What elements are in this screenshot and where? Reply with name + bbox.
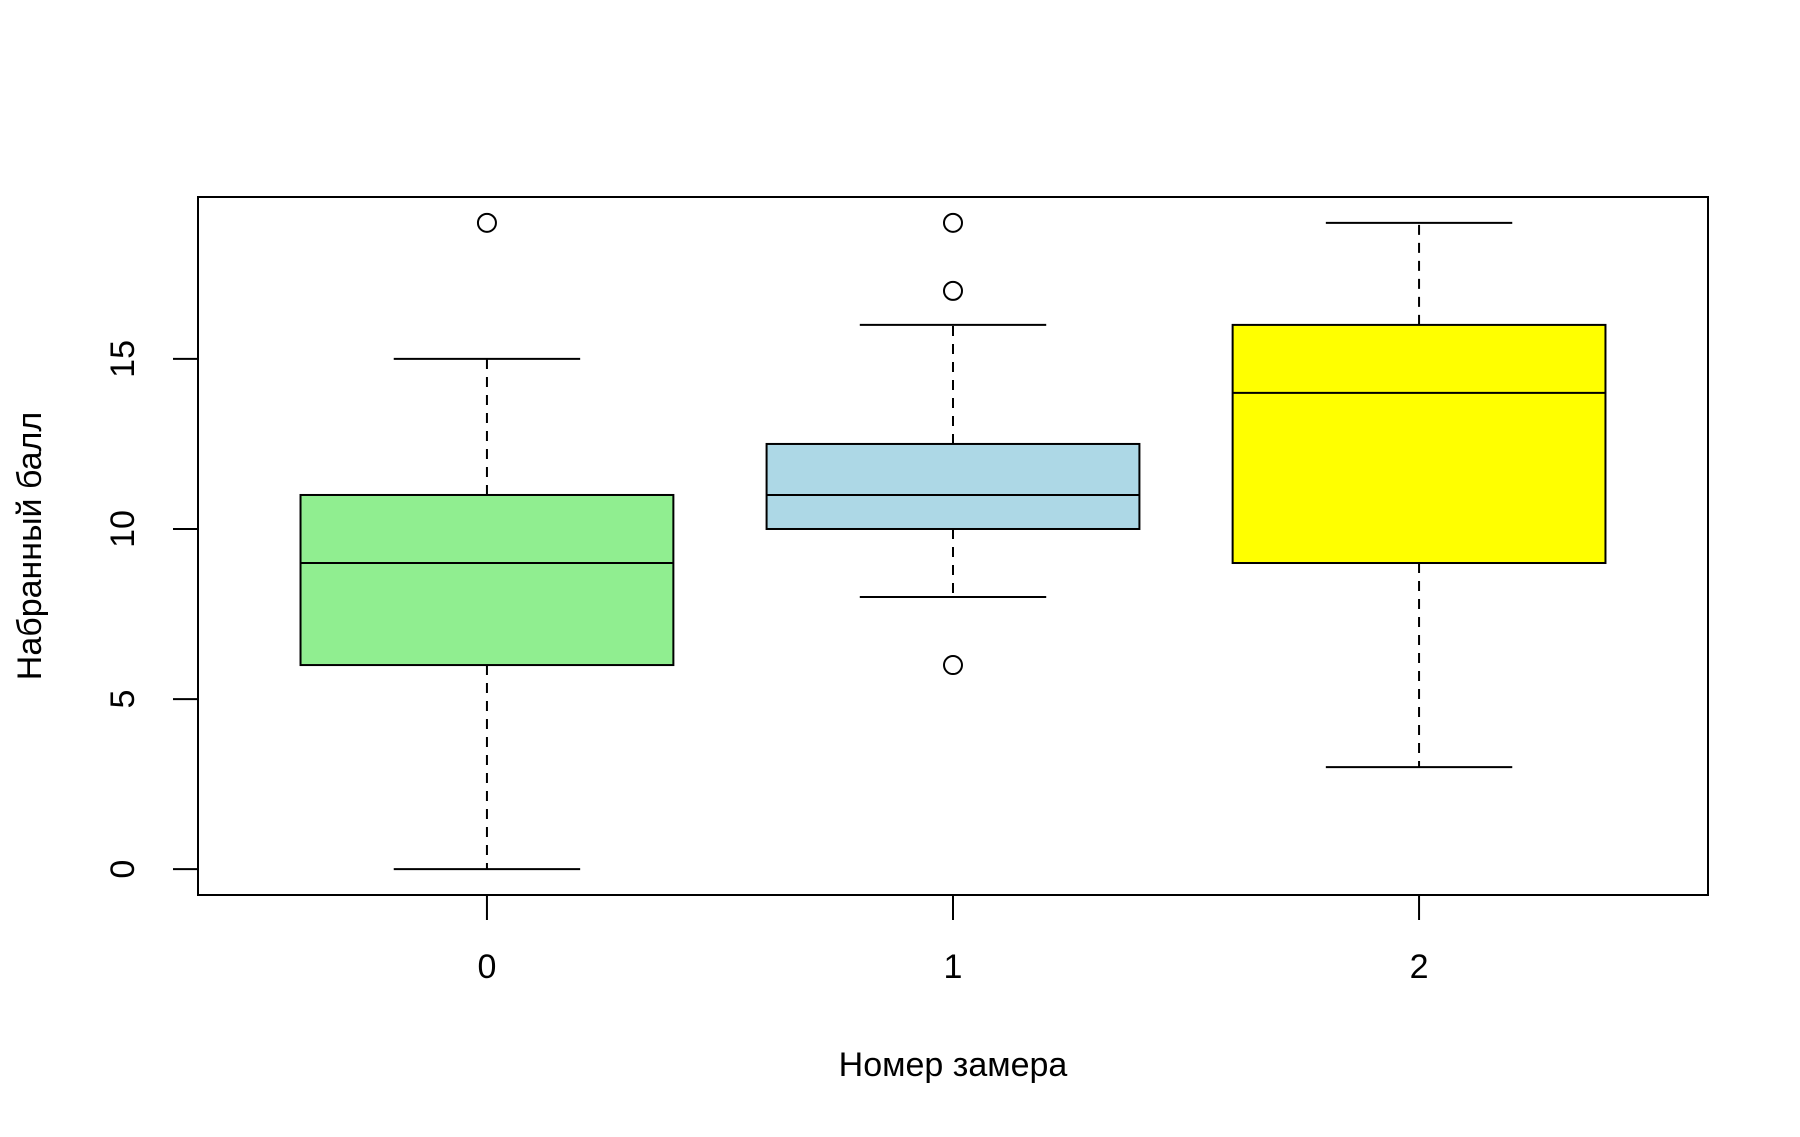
box <box>765 442 1141 530</box>
box <box>1231 323 1607 565</box>
y-axis-label: Набранный балл <box>11 412 49 680</box>
x-axis-label: Номер замера <box>839 1046 1068 1084</box>
x-tick-label: 1 <box>944 948 963 986</box>
y-tick-label: 10 <box>104 510 142 548</box>
outlier <box>476 212 497 233</box>
y-tick-label: 15 <box>104 340 142 378</box>
x-tick-label: 0 <box>477 948 496 986</box>
x-tick-label: 2 <box>1410 948 1429 986</box>
y-tick-label: 5 <box>104 690 142 709</box>
outlier <box>943 280 963 301</box>
y-tick-label: 0 <box>104 860 142 879</box>
box <box>299 493 675 667</box>
outlier <box>943 655 963 676</box>
outlier <box>943 212 963 233</box>
